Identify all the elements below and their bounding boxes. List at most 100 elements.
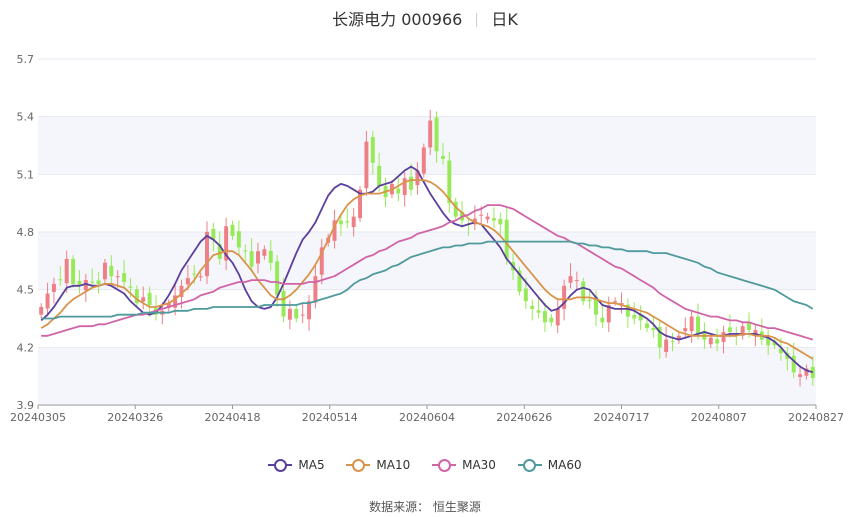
candle-body (39, 306, 44, 315)
candle-body (670, 341, 675, 343)
candle-body (453, 201, 458, 217)
candle-body (275, 261, 280, 296)
candle-body (804, 368, 809, 376)
candle-body (600, 317, 605, 323)
candle-body (715, 339, 720, 344)
candle-body (205, 232, 209, 277)
candle-body (115, 276, 120, 278)
candle-body (485, 216, 490, 220)
legend-ma30-marker (432, 458, 457, 472)
candle-body (791, 355, 796, 373)
candle-body (358, 189, 363, 219)
legend-ma10-marker (346, 458, 371, 472)
candle-body (696, 316, 701, 334)
candle-body (606, 305, 611, 323)
candle-body (581, 281, 586, 302)
candle-body (281, 290, 286, 317)
legend-ma10-label: MA10 (376, 458, 411, 472)
chart-legend: MA5 MA10 MA30 MA60 (0, 458, 850, 474)
x-tick-label: 20240514 (302, 411, 358, 424)
legend-ma10[interactable]: MA10 (346, 458, 410, 472)
candle-body (434, 117, 439, 152)
candle-body (689, 316, 694, 332)
series-line-ma5 (40, 165, 814, 374)
candle-body (166, 303, 171, 308)
candle-body (51, 283, 56, 292)
candle-body (294, 308, 299, 319)
x-tick-label: 20240305 (10, 411, 66, 424)
data-source: 数据来源： 恒生聚源 (369, 500, 481, 514)
candle-body (147, 292, 152, 306)
candle-body (370, 137, 375, 163)
x-tick-label: 20240807 (691, 411, 747, 424)
candle-body (71, 258, 76, 284)
candle-body (224, 226, 229, 261)
candle-body (287, 308, 292, 320)
y-tick-label: 4.8 (17, 226, 35, 239)
candle-body (83, 280, 88, 291)
legend-ma60[interactable]: MA60 (517, 458, 582, 472)
candle-body (351, 216, 356, 228)
candle-body (90, 281, 95, 283)
candle-body (332, 220, 337, 241)
y-tick-label: 5.4 (17, 111, 35, 124)
legend-ma60-marker (517, 458, 542, 472)
y-tick-label: 4.5 (17, 284, 35, 297)
candle-body (122, 273, 127, 282)
candle-body (402, 178, 407, 196)
legend-ma5[interactable]: MA5 (268, 458, 325, 472)
candle-body (778, 348, 783, 354)
candle-body (810, 366, 815, 379)
candle-body (594, 296, 598, 315)
legend-ma30[interactable]: MA30 (432, 458, 496, 472)
candle-body (338, 220, 343, 225)
candle-body (185, 278, 190, 285)
candle-body (428, 120, 433, 148)
series-line-ma10 (40, 179, 814, 360)
candle-body (587, 299, 592, 302)
candle-body (798, 374, 803, 377)
candle-body (568, 276, 573, 283)
candle-body (491, 218, 496, 221)
candle-body (651, 328, 656, 331)
candle-body (198, 276, 203, 278)
x-tick-label: 20240717 (594, 411, 650, 424)
stock-title: 长源电力 000966 (332, 10, 463, 29)
candle-body (58, 279, 63, 281)
candle-body (479, 214, 484, 216)
candle-body (555, 308, 560, 326)
candle-body (313, 276, 318, 303)
candle-body (664, 339, 669, 352)
x-tick-label: 20240326 (107, 411, 163, 424)
candle-body (504, 219, 509, 259)
candle-body (721, 331, 726, 342)
candle-body (530, 305, 535, 309)
candle-body (549, 317, 554, 323)
y-tick-label: 5.7 (17, 53, 35, 66)
candle-body (396, 188, 401, 194)
candle-body (128, 286, 133, 288)
candle-body (613, 301, 618, 303)
candle-body (645, 323, 649, 329)
candle-body (256, 251, 260, 264)
candle-body (638, 313, 643, 321)
candle-body (517, 270, 522, 292)
y-tick-label: 4.2 (17, 341, 35, 354)
candle-body (766, 338, 771, 346)
candle-body (740, 326, 745, 336)
series-line-ma60 (41, 240, 814, 320)
candle-body (262, 249, 267, 256)
grid-band (38, 347, 816, 405)
candle-body (243, 250, 248, 252)
candle-body (562, 285, 567, 309)
candle-body (753, 330, 758, 335)
candle-body (536, 310, 541, 313)
candle-body (447, 160, 452, 204)
grid-band (38, 116, 816, 175)
candle-body (727, 327, 732, 332)
legend-ma5-marker (268, 458, 293, 472)
title-separator (476, 13, 478, 27)
grid-band (38, 232, 816, 290)
legend-ma60-label: MA60 (547, 458, 582, 472)
